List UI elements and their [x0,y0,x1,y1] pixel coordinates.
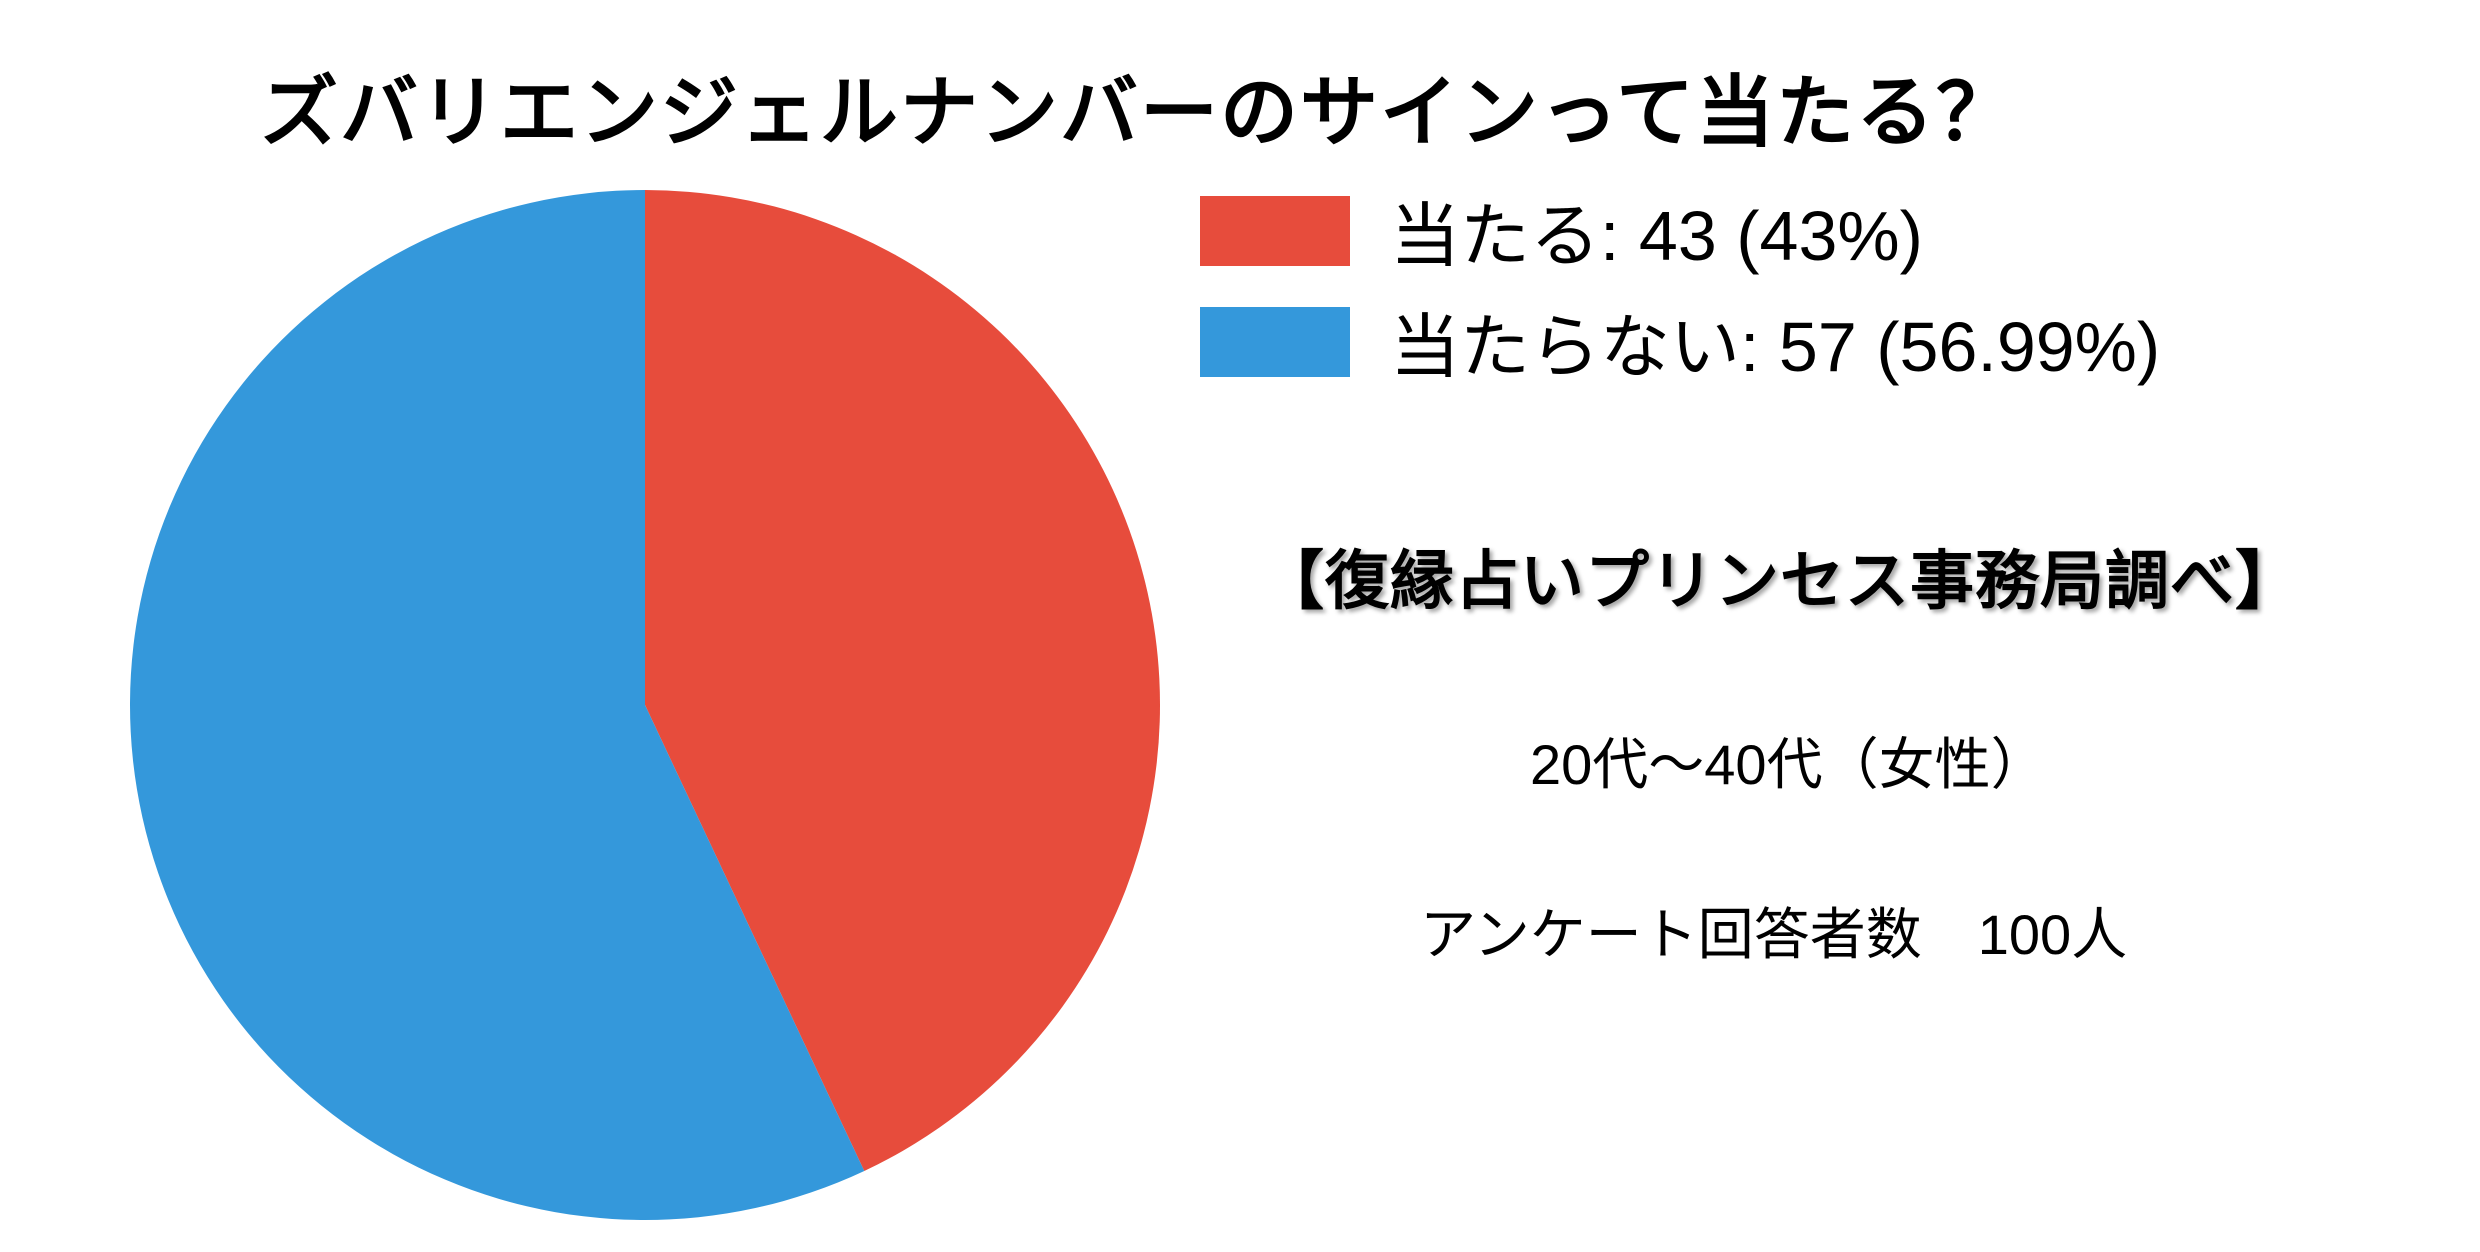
legend-swatch-miss [1200,307,1350,377]
legend-label-hit: 当たる: 43 (43%) [1390,180,1923,281]
chart-container: ズバリエンジェルナンバーのサインって当たる？ 当たる: 43 (43%) 当たら… [0,0,2480,1252]
legend-item: 当たらない: 57 (56.99%) [1200,291,2160,392]
chart-title: ズバリエンジェルナンバーのサインって当たる？ [260,50,2016,162]
demographic-line: 20代～40代（女性） [1530,720,2047,801]
source-line: 【復縁占いプリンセス事務局調べ】 [1260,530,2300,622]
respondents-line: アンケート回答者数 100人 [1420,890,2127,971]
legend-item: 当たる: 43 (43%) [1200,180,2160,281]
pie-chart [130,190,1160,1220]
pie-chart-svg [130,190,1160,1220]
legend: 当たる: 43 (43%) 当たらない: 57 (56.99%) [1200,180,2160,402]
legend-label-miss: 当たらない: 57 (56.99%) [1390,291,2160,392]
legend-swatch-hit [1200,196,1350,266]
